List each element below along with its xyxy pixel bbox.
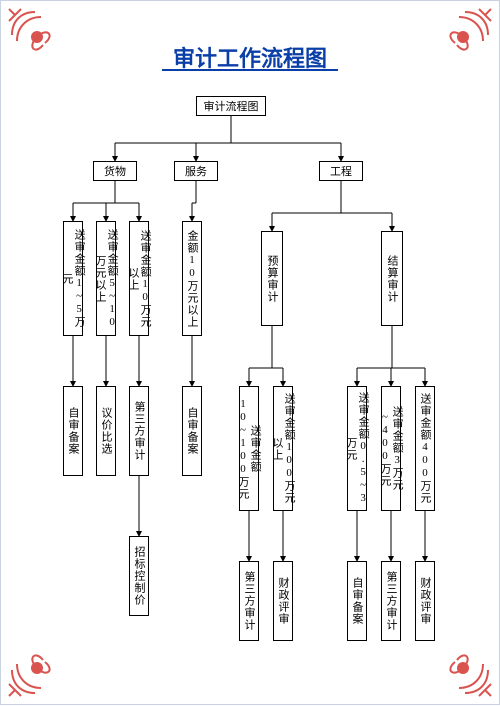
node-pb2: 送审金额100万元以上 bbox=[273, 386, 293, 511]
corner-ornament-bl bbox=[7, 638, 67, 698]
node-c_service: 服务 bbox=[174, 161, 218, 181]
corner-ornament-br bbox=[433, 638, 493, 698]
node-g1: 送审金额1~5万元 bbox=[63, 221, 83, 336]
corner-ornament-tr bbox=[433, 7, 493, 67]
node-pf1: 送审金额0.5~3万元 bbox=[347, 386, 367, 511]
node-root: 审计流程图 bbox=[196, 96, 266, 116]
node-c_goods: 货物 bbox=[93, 161, 137, 181]
node-p_final: 结算审计 bbox=[381, 231, 403, 326]
node-pf2o: 第三方审计 bbox=[381, 561, 401, 641]
title-underline bbox=[162, 69, 338, 71]
node-p_budget: 预算审计 bbox=[261, 231, 283, 326]
node-pb1o: 第三方审计 bbox=[239, 561, 259, 641]
node-pf1o: 自审备案 bbox=[347, 561, 367, 641]
node-s1: 金额10万元以上 bbox=[182, 221, 202, 336]
node-g2o: 议价比选 bbox=[96, 386, 116, 476]
node-c_project: 工程 bbox=[319, 161, 363, 181]
corner-ornament-tl bbox=[7, 7, 67, 67]
node-g1o: 自审备案 bbox=[63, 386, 83, 476]
node-pb2o: 财政评审 bbox=[273, 561, 293, 641]
node-g2: 送审金额5~10万元以上 bbox=[96, 221, 116, 336]
node-pb1: 送审金额10~100万元 bbox=[239, 386, 259, 511]
node-s1o: 自审备案 bbox=[182, 386, 202, 476]
node-pf3o: 财政评审 bbox=[415, 561, 435, 641]
node-pf2: 送审金额3万元~400万元 bbox=[381, 386, 401, 511]
node-g3o2: 招标控制价 bbox=[129, 536, 149, 616]
node-pf3: 送审金额400万元 bbox=[415, 386, 435, 511]
node-g3: 送审金额10万元以上 bbox=[129, 221, 149, 336]
node-g3o: 第三方审计 bbox=[129, 386, 149, 476]
